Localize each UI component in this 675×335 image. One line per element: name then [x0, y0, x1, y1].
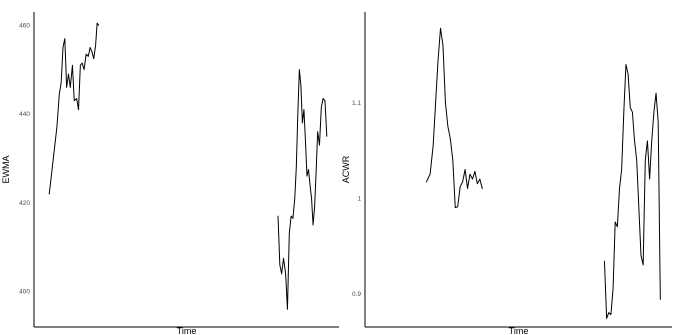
- ewma-y-tick-label: 460: [19, 23, 30, 30]
- ewma-y-tick-label: 420: [19, 200, 30, 207]
- ewma-series-line: [48, 22, 328, 310]
- panel-acwr: 0.9 1 1.1 ACWR Time: [341, 12, 672, 335]
- acwr-x-axis-title: Time: [509, 326, 529, 335]
- acwr-y-axis-title: ACWR: [341, 155, 351, 183]
- ewma-x-axis-title: Time: [177, 326, 197, 335]
- ewma-y-tick-label: 400: [19, 289, 30, 296]
- acwr-y-tick-label: 0.9: [352, 291, 361, 298]
- acwr-series-line: [425, 27, 661, 319]
- acwr-y-tick-label: 1: [357, 195, 361, 202]
- ewma-y-tick-label: 440: [19, 111, 30, 118]
- ewma-y-axis-title: EWMA: [1, 156, 11, 184]
- panel-ewma: 400 420 440 460 EWMA Time: [1, 12, 339, 335]
- acwr-y-tick-label: 1.1: [352, 100, 361, 107]
